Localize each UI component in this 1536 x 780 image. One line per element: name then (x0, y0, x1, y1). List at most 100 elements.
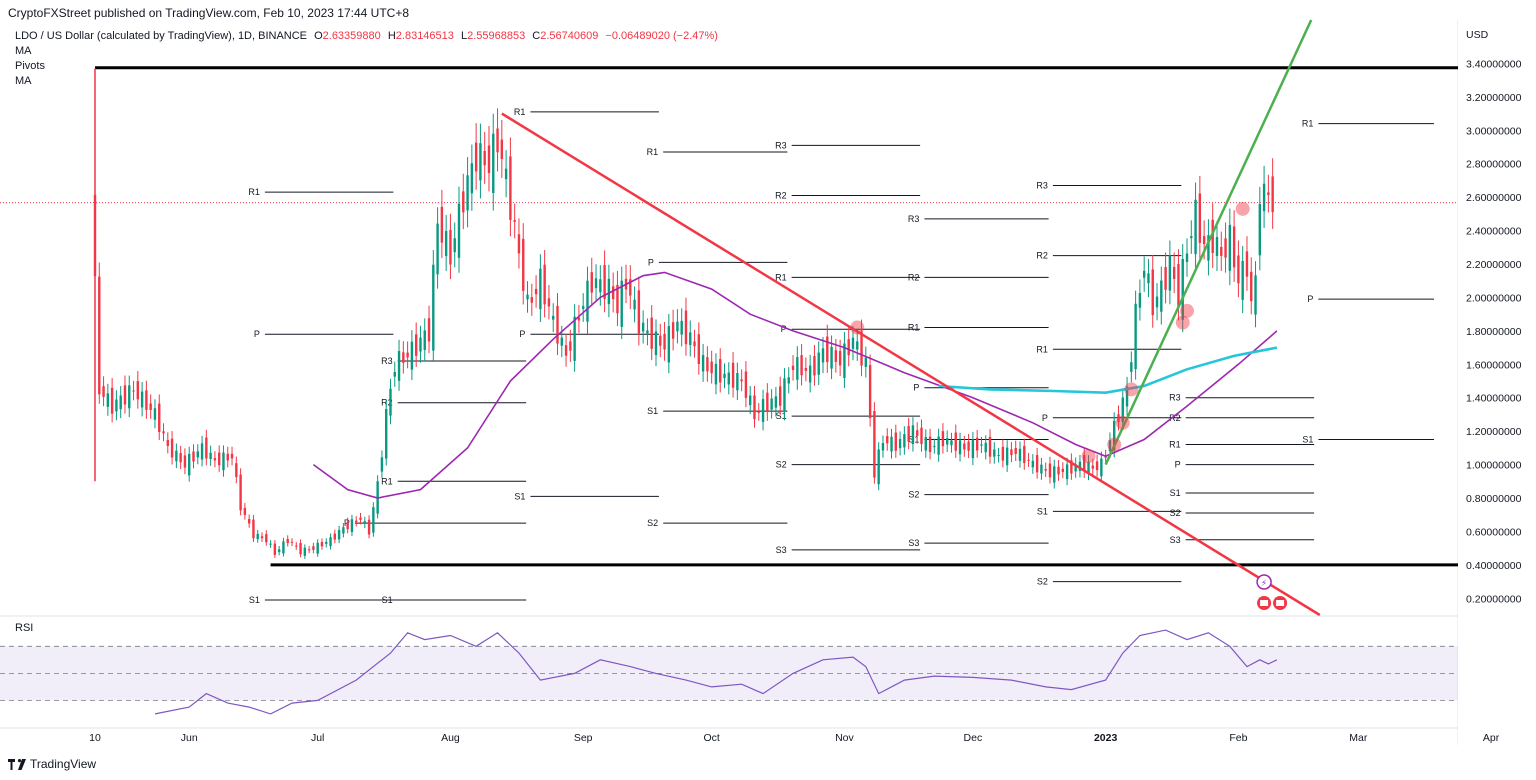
time-tick-label: 2023 (1094, 732, 1118, 744)
candle-body (564, 345, 568, 356)
candle-body (457, 203, 461, 258)
candle-body (492, 133, 495, 194)
candle-body (432, 264, 435, 351)
time-tick-label: Oct (703, 732, 719, 744)
candle-body (581, 306, 585, 309)
chart-legend: LDO / US Dollar (calculated by TradingVi… (15, 29, 718, 89)
price-tick-label: 2.00000000 (1466, 292, 1522, 304)
flag-stripe (1276, 600, 1285, 606)
candle-body (136, 381, 140, 400)
candle-body (526, 294, 529, 300)
ascending-trendline (1104, 19, 1313, 466)
indicator-ma-2[interactable]: MA (15, 75, 32, 87)
candle-body (1237, 255, 1240, 284)
candle-body (277, 549, 281, 553)
candle-body (958, 440, 962, 455)
candle-body (1194, 199, 1197, 255)
candle-body (333, 533, 337, 540)
candle-body (886, 436, 889, 444)
symbol-row[interactable]: LDO / US Dollar (calculated by TradingVi… (15, 29, 718, 44)
candle-body (359, 517, 362, 520)
candle-body (791, 365, 795, 371)
touch-marker (1175, 315, 1190, 330)
candle-body (701, 354, 705, 372)
candle-body (881, 443, 885, 451)
ma-cyan-line (938, 346, 1278, 395)
candle-body (1057, 466, 1060, 475)
candle-body (128, 385, 131, 409)
time-tick-label: Aug (441, 732, 460, 744)
candle-body (282, 541, 285, 554)
candle-body (402, 352, 405, 363)
pivot-label: R3 (1169, 393, 1181, 403)
candle-body (1211, 219, 1214, 253)
candle-body (714, 363, 718, 385)
candle-body (967, 441, 970, 451)
pivot-label: S1 (1170, 488, 1181, 498)
candle-body (783, 378, 786, 412)
candle-body (941, 431, 945, 447)
candle-body (993, 449, 996, 457)
candle-body (916, 430, 919, 436)
candle-body (1121, 397, 1124, 422)
candle-body (205, 437, 208, 459)
candle-body (1232, 226, 1236, 268)
candle-body (800, 355, 803, 376)
pivot-label: R2 (775, 190, 787, 200)
candle-body (1001, 446, 1005, 461)
candle-body (530, 297, 534, 303)
candle-body (260, 536, 264, 539)
candle-body (646, 330, 649, 334)
candle-body (1108, 440, 1112, 451)
candle-body (1061, 468, 1065, 472)
candle-body (633, 299, 636, 310)
price-tick-label: 1.40000000 (1466, 393, 1522, 405)
footer-branding[interactable]: TradingView (8, 757, 96, 771)
time-tick-label: Jun (181, 732, 198, 744)
candle-body (637, 290, 641, 334)
candle-body (145, 390, 148, 410)
candle-body (1031, 460, 1035, 468)
candle-body (569, 341, 572, 351)
candle-body (235, 463, 238, 478)
pivot-label: S2 (1037, 577, 1048, 587)
pivot-label: P (254, 329, 260, 339)
candle-body (817, 352, 820, 375)
candle-body (423, 330, 426, 350)
candle-body (813, 355, 816, 376)
indicator-ma-1[interactable]: MA (15, 45, 32, 57)
change-value: −0.06489020 (−2.47%) (605, 30, 718, 42)
candle-body (808, 365, 812, 383)
candle-body (1100, 458, 1103, 477)
candle-body (787, 377, 790, 384)
candle-body (1010, 449, 1013, 456)
candle-body (796, 357, 799, 380)
candle-body (363, 521, 366, 524)
candle-body (243, 507, 247, 515)
candle-body (1151, 269, 1154, 316)
candle-body (1087, 461, 1090, 474)
pivot-label: R1 (381, 476, 393, 486)
candle-body (1104, 456, 1107, 458)
rsi-line (154, 629, 1278, 715)
candle-body (149, 403, 152, 410)
candle-body (496, 128, 499, 153)
candle-body (1262, 183, 1266, 212)
candle-body (1215, 237, 1219, 257)
pivot-label: R1 (514, 107, 526, 117)
candle-body (804, 368, 808, 371)
candle-body (162, 431, 165, 434)
candle-body (903, 434, 906, 448)
candle-body (684, 310, 688, 345)
candle-body (838, 350, 842, 366)
candle-body (1207, 235, 1210, 261)
candle-body (911, 425, 915, 445)
rsi-label[interactable]: RSI (15, 622, 34, 634)
indicator-pivots[interactable]: Pivots (15, 60, 45, 72)
candle-body (1177, 263, 1180, 308)
candle-body (971, 439, 975, 459)
candle-body (1070, 460, 1073, 474)
candle-body (1018, 448, 1022, 461)
candle-body (440, 206, 444, 243)
